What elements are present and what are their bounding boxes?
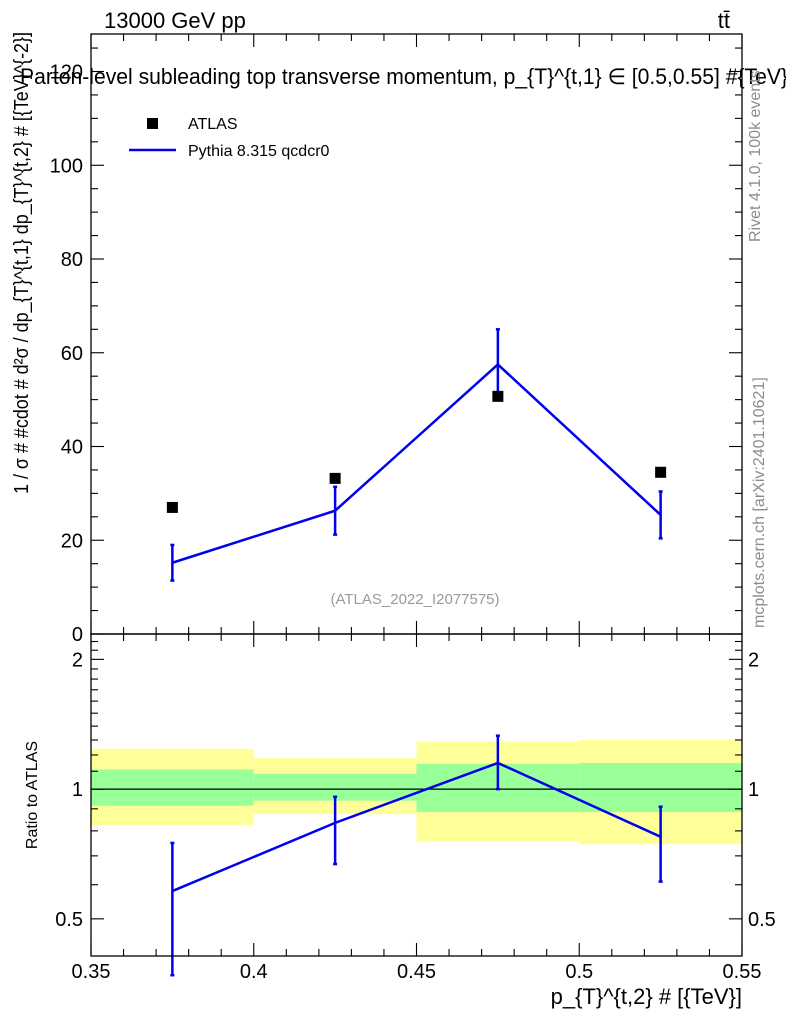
main-y-tick-label: 100 [50,155,83,177]
ratio-y-tick-label-right: 0.5 [748,909,776,931]
main-y-tick-label: 0 [72,624,83,646]
main-y-tick-label: 80 [61,249,83,271]
ratio-y-tick-label-left: 1 [72,779,83,801]
energy-label: 13000 GeV pp [104,8,246,33]
ratio-mc-line [171,761,662,893]
ratio-panel-layer [91,734,742,977]
x-tick-label: 0.5 [565,961,593,983]
atlas-data-point [166,501,178,513]
axes-layer: 0.35 0.4 0.45 0.5 0.55 0 20 40 60 80 100 120 0.5 0.5 1… [50,33,776,983]
mcplots-label: mcplots.cern.ch [arXiv:2401.10621] [751,377,768,628]
legend: ATLAS Pythia 8.315 qcdcr0 [129,116,330,160]
legend-mc-label: Pythia 8.315 qcdcr0 [188,143,330,160]
legend-atlas-marker [147,118,158,129]
reference-label: (ATLAS_2022_I2077575) [330,591,499,608]
process-label: tt̄ [718,8,730,33]
main-data-layer [166,328,667,582]
main-mc-line [171,362,662,564]
atlas-data-point [492,390,504,402]
x-tick-label: 0.35 [72,961,111,983]
main-y-tick-label: 20 [61,530,83,552]
ratio-y-tick-label-left: 2 [72,649,83,671]
x-tick-label: 0.45 [397,961,436,983]
rivet-label: Rivet 4.1.0, 100k events [747,70,764,242]
ratio-y-tick-label-right: 1 [748,779,759,801]
ratio-band-inner-0 [91,769,254,806]
ratio-y-axis-label: Ratio to ATLAS [24,741,41,849]
main-y-tick-label: 40 [61,437,83,459]
atlas-data-point [655,466,667,478]
main-y-axis-label: 1 / σ # #cdot # d²σ / dp_{T}^{t,1} dp_{T… [11,32,33,494]
x-axis-label: p_{T}^{t,2} # [{TeV}] [551,984,742,1009]
ratio-y-tick-label-left: 0.5 [55,909,83,931]
legend-atlas-label: ATLAS [188,116,238,133]
main-y-tick-label: 120 [50,62,83,84]
x-tick-label: 0.55 [723,961,762,983]
ratio-y-tick-label-right: 2 [748,649,759,671]
ratio-band-inner-3 [579,762,742,812]
x-tick-label: 0.4 [240,961,268,983]
main-y-tick-label: 60 [61,343,83,365]
atlas-data-point [329,472,341,484]
plot-title: Parton-level subleading top transverse m… [20,64,786,89]
